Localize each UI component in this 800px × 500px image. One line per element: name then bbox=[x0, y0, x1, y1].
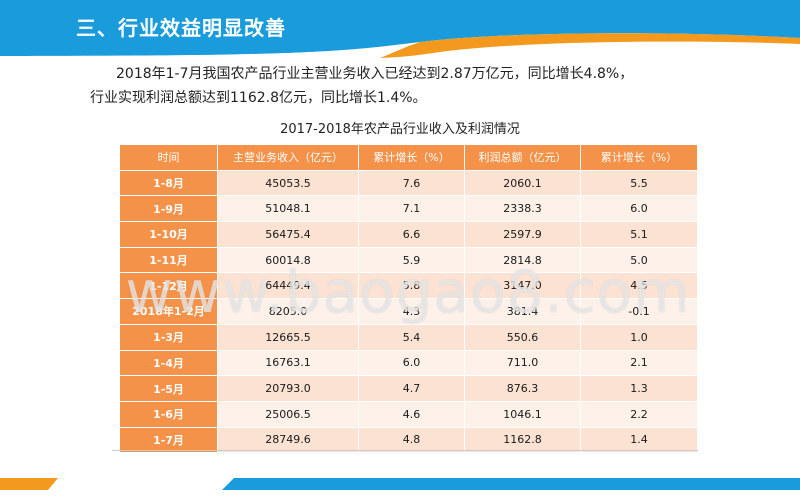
cell-revenue-growth: 4.7 bbox=[358, 375, 465, 402]
cell-profit-growth: 4.5 bbox=[580, 272, 698, 300]
cell-profit-growth: 5.5 bbox=[580, 169, 698, 197]
table-row: 2018年1-2月 8205.0 4.3 381.4 -0.1 bbox=[119, 298, 698, 325]
column-header-time: 时间 bbox=[119, 144, 218, 171]
cell-profit-growth: 2.1 bbox=[580, 349, 698, 377]
cell-profit: 2338.3 bbox=[464, 195, 581, 223]
intro-line-1: 2018年1-7月我国农产品行业主营业务收入已经达到2.87万亿元，同比增长4.… bbox=[116, 66, 634, 82]
intro-paragraph: 2018年1-7月我国农产品行业主营业务收入已经达到2.87万亿元，同比增长4.… bbox=[90, 62, 730, 110]
cell-revenue: 28749.6 bbox=[217, 426, 359, 454]
row-period: 1-7月 bbox=[119, 426, 218, 454]
cell-profit-growth: 2.2 bbox=[580, 400, 698, 428]
table-row: 1-9月 51048.1 7.1 2338.3 6.0 bbox=[119, 195, 698, 223]
cell-revenue: 12665.5 bbox=[217, 323, 359, 351]
cell-revenue-growth: 6.6 bbox=[358, 221, 465, 248]
cell-revenue: 60014.8 bbox=[217, 246, 359, 274]
cell-revenue-growth: 4.3 bbox=[358, 298, 465, 325]
cell-profit: 2597.9 bbox=[464, 221, 581, 248]
table-row: 1-5月 20793.0 4.7 876.3 1.3 bbox=[119, 375, 698, 402]
cell-revenue: 45053.5 bbox=[217, 169, 359, 197]
table-row: 1-8月 45053.5 7.6 2060.1 5.5 bbox=[119, 169, 698, 197]
cell-revenue-growth: 7.6 bbox=[358, 169, 465, 197]
cell-profit: 711.0 bbox=[464, 349, 581, 377]
cell-profit: 381.4 bbox=[464, 298, 581, 325]
row-period: 1-8月 bbox=[119, 169, 218, 197]
row-period: 1-11月 bbox=[119, 246, 218, 274]
cell-revenue: 25006.5 bbox=[217, 400, 359, 428]
cell-profit: 550.6 bbox=[464, 323, 581, 351]
column-header-revenue-growth: 累计增长（%） bbox=[358, 144, 465, 171]
column-header-profit: 利润总额（亿元） bbox=[464, 144, 581, 171]
table-row: 1-7月 28749.6 4.8 1162.8 1.4 bbox=[119, 426, 698, 454]
cell-revenue: 51048.1 bbox=[217, 195, 359, 223]
cell-revenue-growth: 5.8 bbox=[358, 272, 465, 300]
cell-revenue: 20793.0 bbox=[217, 375, 359, 402]
cell-revenue: 8205.0 bbox=[217, 298, 359, 325]
cell-profit: 1046.1 bbox=[464, 400, 581, 428]
footer-divider bbox=[112, 450, 698, 451]
footer-bars bbox=[0, 478, 800, 490]
column-header-revenue: 主营业务收入（亿元） bbox=[217, 144, 359, 171]
table-row: 1-3月 12665.5 5.4 550.6 1.0 bbox=[119, 323, 698, 351]
cell-profit-growth: 5.1 bbox=[580, 221, 698, 248]
cell-profit: 1162.8 bbox=[464, 426, 581, 454]
row-period: 1-4月 bbox=[119, 349, 218, 377]
cell-revenue: 56475.4 bbox=[217, 221, 359, 248]
table-caption: 2017-2018年农产品行业收入及利润情况 bbox=[280, 122, 520, 137]
cell-revenue-growth: 5.4 bbox=[358, 323, 465, 351]
cell-revenue: 64449.4 bbox=[217, 272, 359, 300]
table-row: 1-6月 25006.5 4.6 1046.1 2.2 bbox=[119, 400, 698, 428]
cell-profit-growth: -0.1 bbox=[580, 298, 698, 325]
column-header-profit-growth: 累计增长（%） bbox=[580, 144, 698, 171]
row-period: 1-6月 bbox=[119, 400, 218, 428]
table-row: 1-12月 64449.4 5.8 3147.0 4.5 bbox=[119, 272, 698, 300]
slide-title: 三、行业效益明显改善 bbox=[76, 16, 286, 40]
row-period: 2018年1-2月 bbox=[119, 298, 218, 325]
cell-profit-growth: 1.0 bbox=[580, 323, 698, 351]
intro-line-2: 行业实现利润总额达到1162.8亿元，同比增长1.4%。 bbox=[90, 90, 427, 106]
header-graphic bbox=[0, 0, 800, 60]
cell-revenue-growth: 6.0 bbox=[358, 349, 465, 377]
cell-profit-growth: 1.3 bbox=[580, 375, 698, 402]
header-banner: 三、行业效益明显改善 bbox=[0, 0, 800, 62]
row-period: 1-12月 bbox=[119, 272, 218, 300]
table-header-row: 时间 主营业务收入（亿元） 累计增长（%） 利润总额（亿元） 累计增长（%） bbox=[119, 144, 698, 171]
cell-profit-growth: 6.0 bbox=[580, 195, 698, 223]
table-row: 1-11月 60014.8 5.9 2814.8 5.0 bbox=[119, 246, 698, 274]
table-row: 1-4月 16763.1 6.0 711.0 2.1 bbox=[119, 349, 698, 377]
cell-revenue-growth: 4.6 bbox=[358, 400, 465, 428]
cell-profit: 2814.8 bbox=[464, 246, 581, 274]
cell-profit: 2060.1 bbox=[464, 169, 581, 197]
cell-profit: 3147.0 bbox=[464, 272, 581, 300]
revenue-profit-table: 时间 主营业务收入（亿元） 累计增长（%） 利润总额（亿元） 累计增长（%） 1… bbox=[119, 144, 698, 454]
cell-revenue-growth: 7.1 bbox=[358, 195, 465, 223]
cell-profit-growth: 1.4 bbox=[580, 426, 698, 454]
row-period: 1-3月 bbox=[119, 323, 218, 351]
cell-revenue: 16763.1 bbox=[217, 349, 359, 377]
cell-profit-growth: 5.0 bbox=[580, 246, 698, 274]
table-row: 1-10月 56475.4 6.6 2597.9 5.1 bbox=[119, 221, 698, 248]
row-period: 1-5月 bbox=[119, 375, 218, 402]
cell-profit: 876.3 bbox=[464, 375, 581, 402]
row-period: 1-9月 bbox=[119, 195, 218, 223]
cell-revenue-growth: 4.8 bbox=[358, 426, 465, 454]
cell-revenue-growth: 5.9 bbox=[358, 246, 465, 274]
row-period: 1-10月 bbox=[119, 221, 218, 248]
